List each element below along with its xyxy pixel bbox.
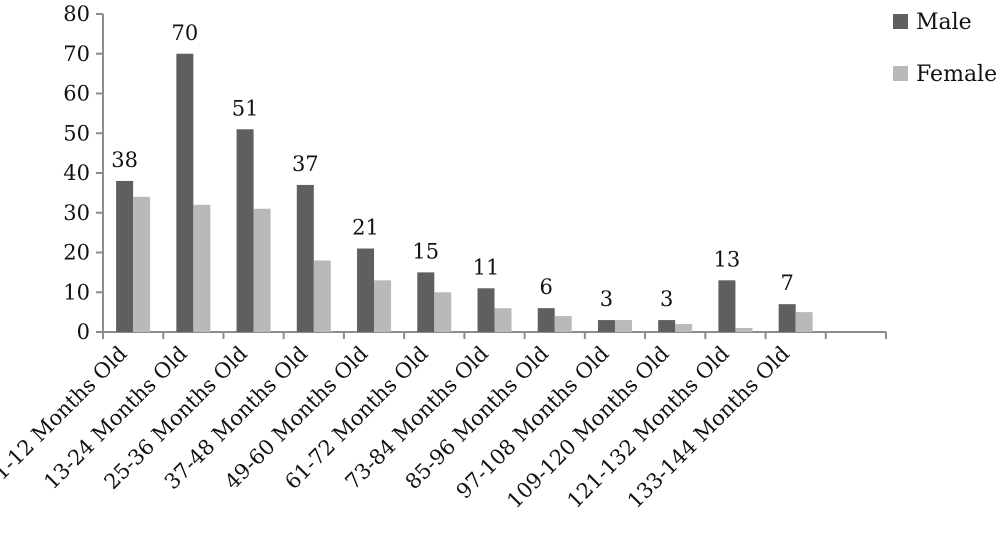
bar-female-1-12-months-old: [133, 196, 151, 332]
bar-female-121-132-months-old: [735, 328, 753, 332]
legend-label-female: Female: [916, 62, 997, 87]
bar-male-61-72-months-old: [417, 272, 435, 332]
bar-male-1-12-months-old: [116, 180, 134, 332]
y-tick-label: 80: [63, 2, 90, 26]
data-label-male-25-36-months-old: 51: [232, 96, 259, 120]
legend-swatch-female: [893, 66, 908, 81]
data-label-male-109-120-months-old: 3: [660, 287, 673, 311]
y-tick-label: 40: [63, 161, 90, 185]
y-tick-label: 10: [63, 280, 90, 304]
legend-label-male: Male: [916, 10, 972, 35]
bar-female-97-108-months-old: [614, 320, 632, 332]
bar-male-85-96-months-old: [537, 308, 555, 332]
bar-male-121-132-months-old: [718, 280, 736, 332]
legend-swatch-male: [893, 14, 908, 29]
data-label-male-49-60-months-old: 21: [352, 216, 379, 240]
bar-female-109-120-months-old: [675, 324, 693, 332]
bar-female-37-48-months-old: [313, 260, 331, 332]
data-label-male-73-84-months-old: 11: [473, 255, 500, 279]
bar-male-25-36-months-old: [236, 129, 254, 332]
bar-female-25-36-months-old: [253, 208, 271, 332]
data-label-male-1-12-months-old: 38: [111, 148, 138, 172]
bar-male-133-144-months-old: [778, 304, 796, 332]
data-label-male-37-48-months-old: 37: [292, 152, 319, 176]
bar-female-133-144-months-old: [795, 312, 813, 332]
data-label-male-13-24-months-old: 70: [171, 21, 198, 45]
bar-male-13-24-months-old: [176, 53, 194, 332]
bar-female-13-24-months-old: [193, 204, 211, 332]
data-label-male-97-108-months-old: 3: [600, 287, 613, 311]
bar-female-85-96-months-old: [554, 316, 572, 332]
bar-female-61-72-months-old: [434, 292, 452, 332]
bar-male-73-84-months-old: [477, 288, 495, 332]
data-label-male-61-72-months-old: 15: [412, 239, 439, 263]
bar-female-73-84-months-old: [494, 308, 512, 332]
x-axis: [102, 331, 887, 339]
bar-male-109-120-months-old: [658, 320, 676, 332]
y-tick-label: 50: [63, 121, 90, 145]
y-axis: 0 10 20 30 40 50 60 70 80: [63, 2, 104, 344]
bars: [116, 53, 813, 332]
y-tick-label: 20: [63, 241, 90, 265]
bar-male-37-48-months-old: [296, 184, 314, 332]
y-tick-label: 0: [77, 320, 90, 344]
data-label-male-133-144-months-old: 7: [780, 271, 793, 295]
data-label-male-121-132-months-old: 13: [714, 247, 741, 271]
bar-male-97-108-months-old: [597, 320, 615, 332]
y-tick-label: 30: [63, 201, 90, 225]
bar-male-49-60-months-old: [357, 248, 375, 332]
y-tick-label: 70: [63, 42, 90, 66]
data-labels: 38 70 51 37 21 15 11 6 3 3 13 7: [111, 21, 794, 311]
data-label-male-85-96-months-old: 6: [540, 275, 553, 299]
y-tick-label: 60: [63, 82, 90, 106]
bar-female-49-60-months-old: [374, 280, 392, 332]
legend: Male Female: [893, 10, 997, 87]
